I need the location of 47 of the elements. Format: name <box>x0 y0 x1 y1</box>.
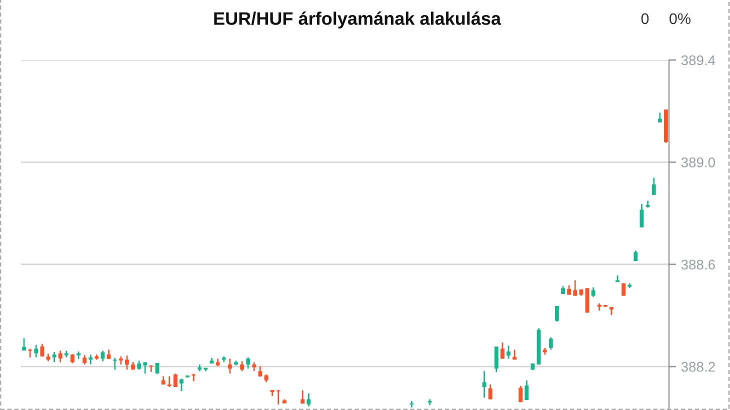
candlestick <box>143 362 148 374</box>
candlestick <box>494 346 498 373</box>
candlestick <box>306 392 311 408</box>
text: 0% <box>670 13 690 24</box>
candlestick <box>180 378 184 392</box>
candlestick <box>410 400 414 408</box>
candlestick <box>125 354 129 370</box>
candlestick <box>482 370 486 398</box>
candlestick <box>192 373 196 382</box>
y-tick-label: 389.0 <box>681 158 716 168</box>
candlestick <box>300 390 305 404</box>
candlestick <box>524 380 529 401</box>
text: 0 <box>641 13 649 24</box>
candlestick <box>22 338 26 352</box>
candlestick <box>52 351 56 363</box>
candlestick <box>40 343 44 358</box>
candlestick <box>518 385 523 403</box>
candlestick <box>567 284 572 296</box>
candlestick <box>173 373 178 388</box>
candlestick <box>652 177 656 196</box>
candlestick <box>240 360 244 372</box>
candlestick <box>70 353 74 364</box>
candlestick <box>658 112 662 124</box>
candlestick <box>28 348 32 358</box>
candlestick <box>246 356 250 370</box>
candlestick <box>488 384 492 400</box>
candlestick <box>167 376 172 388</box>
candlestick <box>276 389 280 406</box>
candlestick <box>34 344 38 358</box>
candlestick <box>622 282 626 296</box>
y-tick-label: 388.6 <box>681 260 715 270</box>
candlestick <box>82 354 87 366</box>
candlestick <box>58 350 62 363</box>
y-tick-label: 389.4 <box>681 55 716 66</box>
candlestick <box>548 336 553 350</box>
candlestick <box>500 342 504 360</box>
y-tick-label: 388.2 <box>681 362 715 372</box>
candlestick <box>640 203 644 228</box>
candlestick <box>506 344 510 360</box>
candlestick <box>573 280 578 296</box>
candlestick <box>591 286 596 298</box>
candlestick <box>112 357 117 370</box>
chart-title: EUR/HUF árfolyamának alakulása <box>214 12 502 28</box>
candlestick <box>106 349 111 360</box>
candlestick <box>258 366 262 378</box>
candlestick <box>554 305 559 322</box>
candlestick <box>228 358 232 374</box>
